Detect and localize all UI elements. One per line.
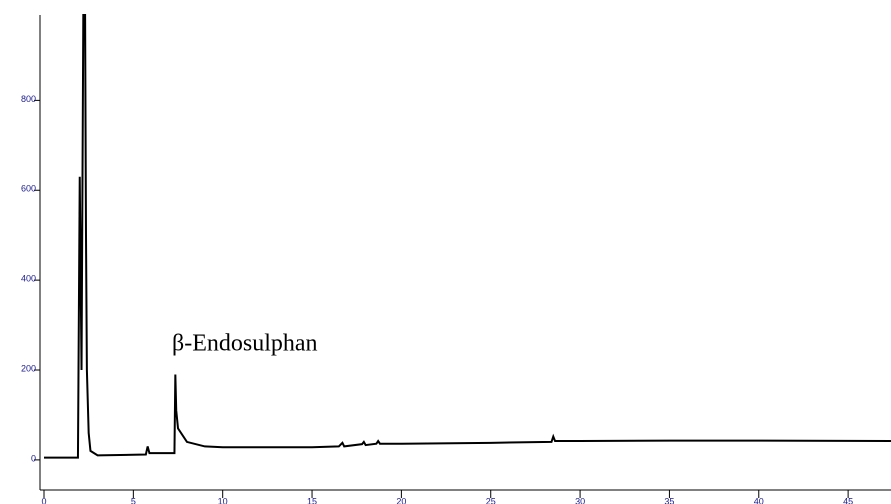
x-tick-label: 5 (131, 496, 136, 504)
x-tick-label: 45 (843, 496, 853, 504)
y-tick-label: 800 (21, 94, 36, 104)
y-tick-label: 200 (21, 363, 36, 373)
x-tick-label: 25 (486, 496, 496, 504)
y-tick-label: 600 (21, 184, 36, 194)
x-tick-label: 35 (664, 496, 674, 504)
x-tick-label: 10 (218, 496, 228, 504)
x-tick-label: 15 (307, 496, 317, 504)
x-tick-label: 40 (754, 496, 764, 504)
x-tick-label: 20 (396, 496, 406, 504)
y-tick-label: 0 (31, 453, 36, 463)
annotation: β-Endosulphan (172, 331, 318, 357)
trace (44, 14, 891, 459)
x-tick-label: 30 (575, 496, 585, 504)
x-tick-label: 0 (41, 496, 46, 504)
y-tick-label: 400 (21, 274, 36, 284)
